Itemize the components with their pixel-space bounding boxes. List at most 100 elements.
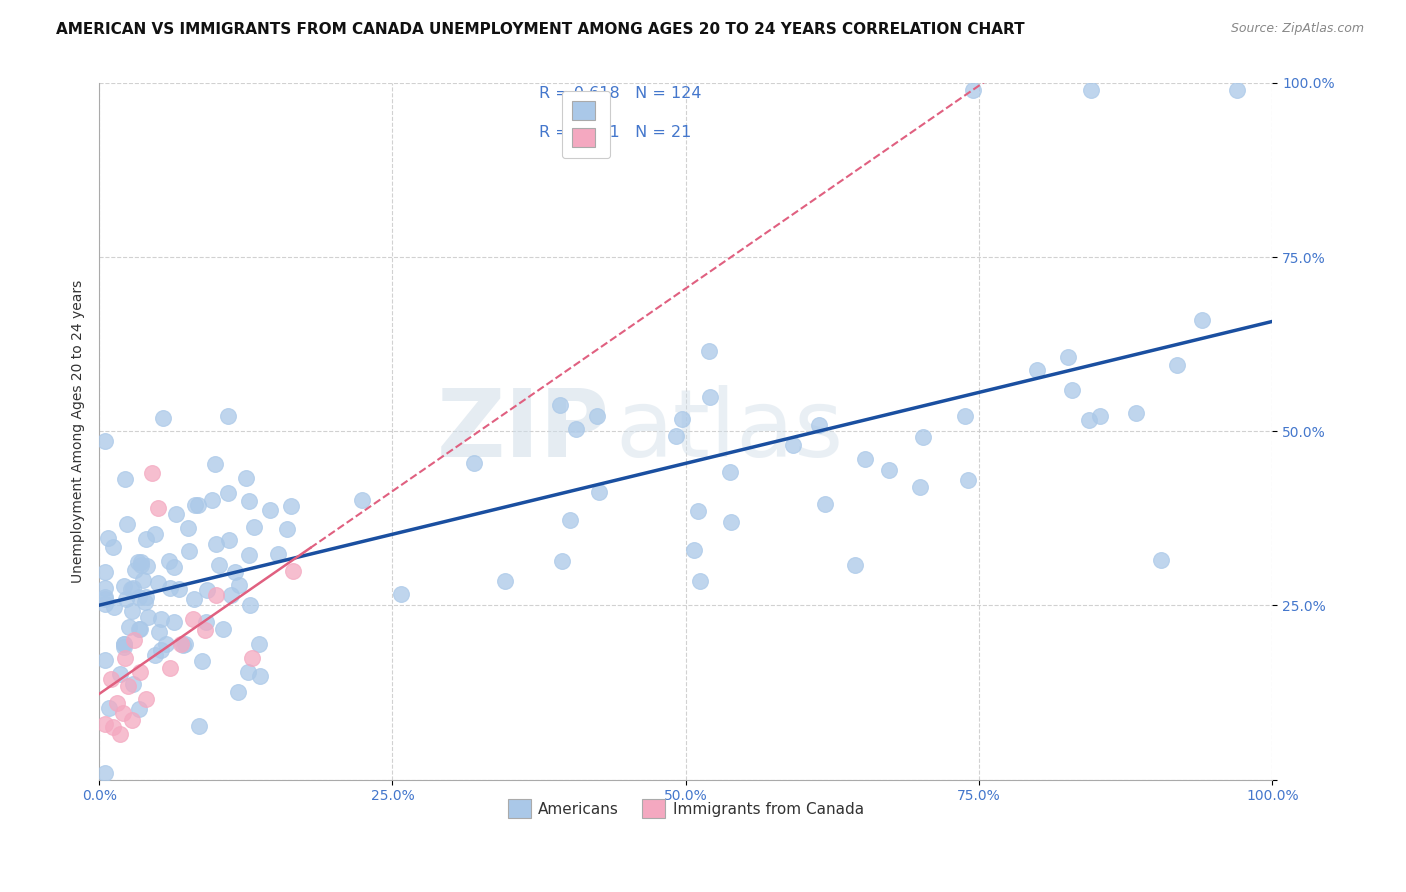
Point (1226, 83, 1249, 97)
Point (689, 574, 711, 589)
Point (551, 554, 574, 568)
Point (585, 409, 607, 423)
Point (1191, 313, 1213, 327)
Point (124, 563, 146, 577)
Point (162, 560, 184, 574)
Point (243, 520, 266, 534)
Point (115, 517, 138, 532)
Point (183, 592, 205, 607)
Point (121, 714, 143, 728)
Point (219, 588, 242, 602)
Point (187, 498, 209, 512)
Point (194, 623, 217, 637)
Point (226, 685, 249, 699)
Point (697, 344, 720, 359)
Point (135, 692, 157, 706)
Point (249, 668, 271, 682)
Point (94, 591, 117, 606)
Point (136, 610, 159, 624)
Point (132, 574, 155, 588)
Text: R = 0.618   N = 124: R = 0.618 N = 124 (538, 87, 702, 102)
Text: Source: ZipAtlas.com: Source: ZipAtlas.com (1230, 22, 1364, 36)
Point (94, 765, 117, 780)
Point (1025, 362, 1047, 376)
Point (150, 612, 173, 626)
Point (686, 503, 709, 517)
Point (217, 486, 239, 500)
Point (844, 558, 866, 572)
Point (94, 598, 117, 612)
Point (350, 492, 373, 507)
Point (281, 564, 304, 578)
Point (174, 637, 197, 651)
Point (112, 637, 135, 651)
Point (129, 665, 152, 679)
Y-axis label: Unemployment Among Ages 20 to 24 years: Unemployment Among Ages 20 to 24 years (72, 280, 86, 582)
Point (146, 500, 169, 515)
Point (148, 575, 170, 590)
Point (98, 701, 121, 715)
Point (135, 590, 157, 604)
Legend: Americans, Immigrants from Canada: Americans, Immigrants from Canada (502, 793, 870, 824)
Point (124, 633, 146, 648)
Point (117, 620, 139, 634)
Point (114, 650, 136, 665)
Point (236, 665, 259, 680)
Point (212, 622, 235, 636)
Text: AMERICAN VS IMMIGRANTS FROM CANADA UNEMPLOYMENT AMONG AGES 20 TO 24 YEARS CORREL: AMERICAN VS IMMIGRANTS FROM CANADA UNEMP… (56, 22, 1025, 37)
Point (94, 434, 117, 448)
Point (94, 582, 117, 596)
Point (103, 720, 125, 734)
Point (110, 727, 132, 741)
Point (101, 541, 124, 555)
Point (128, 622, 150, 636)
Point (112, 640, 135, 654)
Point (149, 642, 172, 657)
Point (389, 587, 412, 601)
Point (127, 555, 149, 569)
Point (240, 650, 263, 665)
Point (1150, 552, 1173, 566)
Point (170, 637, 193, 651)
Point (117, 679, 139, 693)
Point (207, 558, 229, 572)
Point (853, 452, 876, 467)
Point (218, 533, 240, 547)
Point (131, 558, 153, 572)
Point (94, 653, 117, 667)
Point (956, 473, 979, 487)
Point (463, 456, 485, 470)
Point (121, 581, 143, 595)
Point (912, 430, 935, 444)
Point (953, 409, 976, 423)
Point (565, 422, 588, 436)
Point (177, 521, 200, 535)
Point (112, 636, 135, 650)
Point (814, 497, 837, 511)
Point (108, 667, 131, 681)
Point (159, 661, 181, 675)
Point (238, 493, 260, 508)
Point (259, 503, 281, 517)
Point (114, 472, 136, 486)
Point (100, 672, 122, 686)
Point (194, 615, 217, 629)
Point (699, 390, 721, 404)
Point (239, 598, 262, 612)
Point (588, 484, 610, 499)
Point (1056, 350, 1078, 364)
Point (782, 438, 804, 452)
Point (135, 559, 157, 574)
Point (247, 636, 270, 650)
Point (165, 507, 187, 521)
Point (1166, 358, 1188, 372)
Point (131, 555, 153, 569)
Point (112, 579, 135, 593)
Point (103, 600, 125, 615)
Point (135, 532, 157, 546)
Point (157, 554, 180, 568)
Point (671, 412, 693, 426)
Point (120, 582, 142, 596)
Point (97, 531, 120, 545)
Point (217, 409, 239, 424)
